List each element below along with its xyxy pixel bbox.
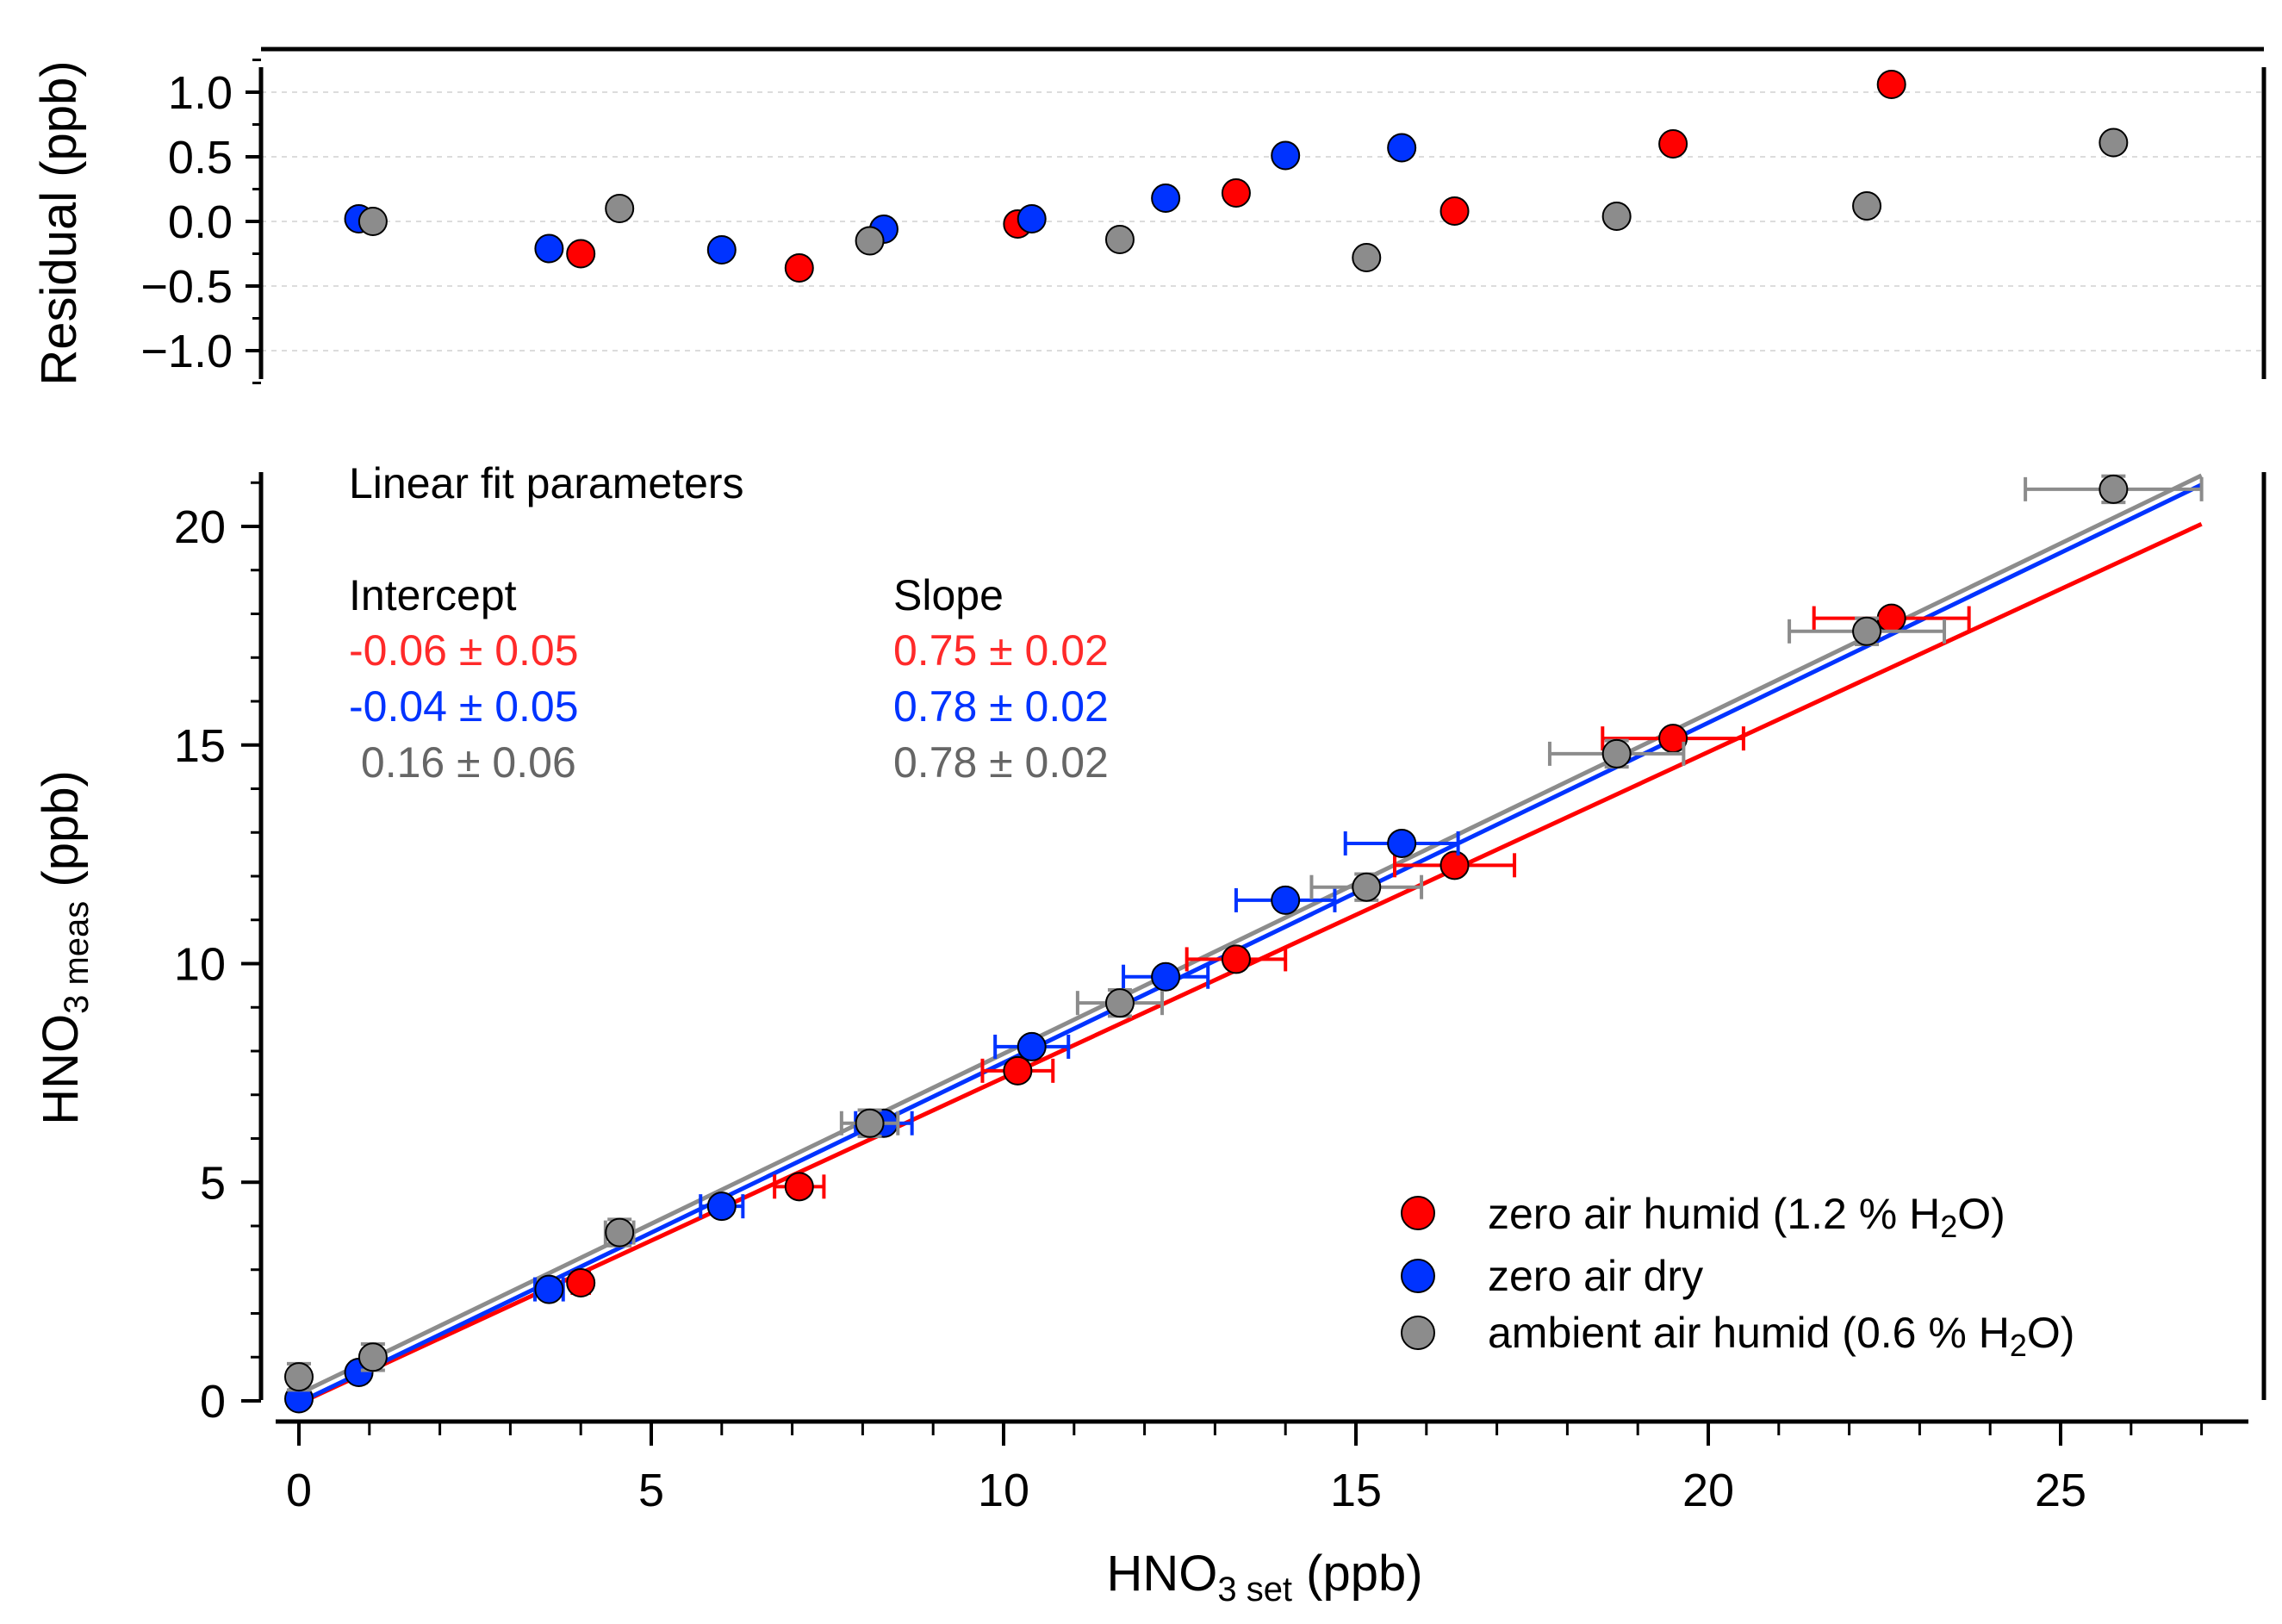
data-point-ambient-air-humid [284,1362,314,1392]
fit-line-zero-air-humid [297,521,2203,1406]
data-point-ambient-air-humid [1852,616,1882,646]
main-points [284,474,2204,1414]
residual-point-zero-air-dry [1387,133,1417,163]
residual-point-zero-air-dry [1271,140,1301,171]
residual-point-ambient-air-humid [1601,202,1632,231]
legend-marker-dry [1401,1259,1435,1293]
data-point-zero-air-humid [1003,1055,1033,1086]
data-point-zero-air-dry [1387,828,1417,858]
residual-point-zero-air-humid [566,239,596,269]
data-point-zero-air-humid [1876,603,1906,633]
data-point-zero-air-humid [566,1267,596,1297]
data-point-ambient-air-humid [605,1217,635,1248]
residual-point-zero-air-dry [534,233,564,264]
residual-point-zero-air-humid [1221,178,1251,208]
slope-header: Slope [893,571,1004,619]
data-point-ambient-air-humid [1352,872,1382,902]
data-point-zero-air-dry [1271,885,1301,915]
x-tick-label: 5 [638,1465,664,1516]
fit-line-zero-air-dry [297,482,2203,1405]
data-point-zero-air-dry [534,1274,564,1304]
residual-point-ambient-air-humid [358,207,388,236]
legend-label-ambient: ambient air humid (0.6 % H2O) [1488,1309,2074,1363]
slope-dry: 0.78 ± 0.02 [893,682,1109,731]
main-y-tick-label: 20 [174,501,226,553]
data-point-zero-air-humid [1439,850,1470,880]
data-point-zero-air-humid [1221,944,1251,974]
residual-y-ticks: 1.0 0.5 0.0 −0.5 −1.0 [140,59,261,384]
legend-marker-ambient [1401,1316,1435,1350]
residual-y-axis-title: Residual (ppb) [31,60,87,385]
x-tick-label: 10 [978,1465,1029,1516]
residual-point-zero-air-dry [1017,204,1047,233]
x-tick-label: 15 [1330,1465,1382,1516]
data-point-ambient-air-humid [2099,474,2129,504]
main-x-ticks: 0 5 10 15 20 25 [286,1422,2204,1516]
residual-y-tick-label: −1.0 [140,326,233,377]
main-panel: 0 5 10 15 20 0 5 10 15 20 25 HNO3 meas (ppb) HNO3… [33,459,2266,1608]
x-tick-label: 25 [2035,1465,2086,1516]
residual-panel: 1.0 0.5 0.0 −0.5 −1.0 Residual (ppb) [31,47,2266,386]
data-point-ambient-air-humid [1601,738,1632,768]
legend-label-dry: zero air dry [1488,1252,1703,1300]
main-y-ticks: 0 5 10 15 20 [174,481,261,1428]
main-y-tick-label: 10 [174,939,226,991]
residual-point-zero-air-humid [1658,129,1688,159]
residual-point-ambient-air-humid [1352,243,1382,272]
main-y-tick-label: 0 [200,1376,226,1428]
x-tick-label: 0 [286,1465,312,1516]
main-y-tick-label: 5 [200,1157,226,1209]
intercept-ambient: 0.16 ± 0.06 [349,738,576,787]
data-point-ambient-air-humid [855,1108,885,1138]
x-axis-title: HNO3 set (ppb) [1106,1546,1422,1608]
annotation-title: Linear fit parameters [349,459,744,507]
residual-y-tick-label: 0.0 [168,196,233,248]
data-point-zero-air-humid [784,1172,814,1202]
fit-parameters-annotation: Linear fit parameters Intercept Slope -0… [349,459,1109,787]
x-tick-label: 20 [1682,1465,1734,1516]
data-point-ambient-air-humid [1104,988,1135,1018]
legend-label-humid: zero air humid (1.2 % H2O) [1488,1190,2005,1244]
main-y-tick-label: 15 [174,720,226,772]
residual-point-ambient-air-humid [1852,191,1882,221]
fit-lines [297,473,2203,1406]
residual-y-tick-label: −0.5 [140,261,233,313]
intercept-humid: -0.06 ± 0.05 [349,626,579,675]
residual-y-tick-label: 0.5 [168,132,233,184]
main-y-axis-title: HNO3 meas (ppb) [33,770,96,1125]
residual-point-ambient-air-humid [1104,225,1135,254]
data-point-zero-air-dry [1151,961,1181,992]
residual-point-ambient-air-humid [605,194,635,223]
fit-line-ambient-air-humid [297,473,2203,1397]
legend-marker-humid [1401,1196,1435,1230]
residual-point-zero-air-humid [1876,70,1906,99]
residual-point-zero-air-dry [706,235,737,264]
residual-point-zero-air-humid [1439,196,1470,226]
residual-point-ambient-air-humid [2099,128,2129,158]
data-point-zero-air-dry [706,1192,737,1222]
slope-ambient: 0.78 ± 0.02 [893,738,1109,787]
residual-y-tick-label: 1.0 [168,67,233,119]
residual-point-ambient-air-humid [855,226,885,256]
residual-point-zero-air-dry [1151,184,1181,213]
legend: zero air humid (1.2 % H2O) zero air dry … [1401,1190,2074,1363]
slope-humid: 0.75 ± 0.02 [893,626,1109,675]
residual-points [344,70,2129,283]
data-point-ambient-air-humid [358,1342,388,1372]
residual-point-zero-air-humid [784,253,814,283]
residual-gridlines [261,91,2264,352]
intercept-dry: -0.04 ± 0.05 [349,682,579,731]
intercept-header: Intercept [349,571,517,619]
data-point-zero-air-dry [1017,1031,1047,1061]
